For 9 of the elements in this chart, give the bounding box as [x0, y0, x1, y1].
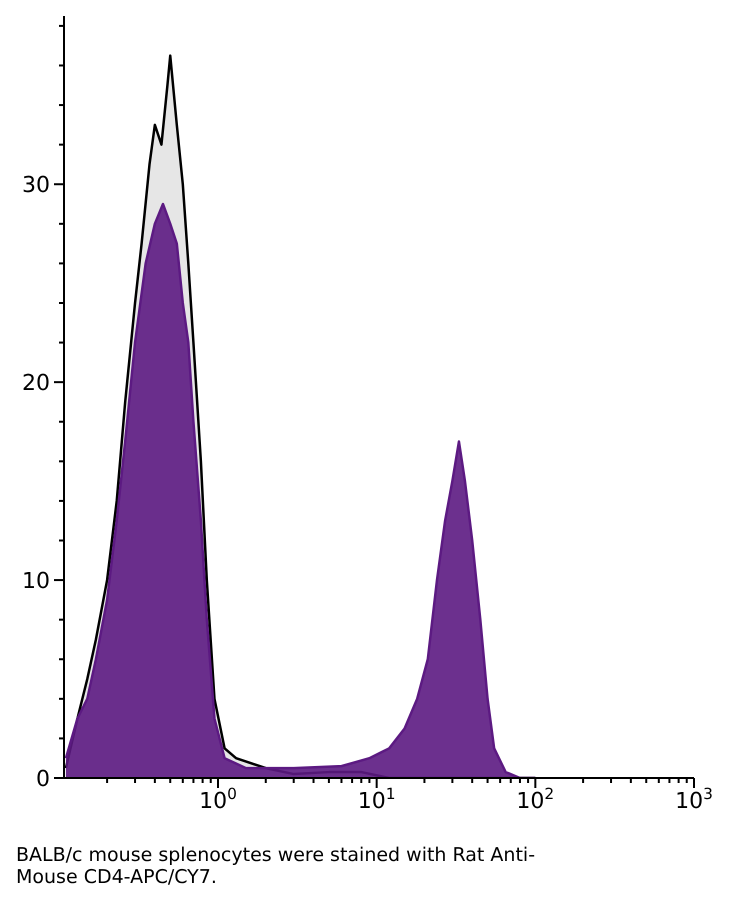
y-tick-label: 10 [22, 569, 50, 594]
y-tick-label: 0 [36, 767, 50, 792]
x-tick-label: 10$^{0}$ [199, 785, 237, 814]
x-tick-label: 10$^{2}$ [516, 785, 554, 814]
x-tick-label: 10$^{1}$ [358, 785, 396, 814]
text: BALB/c mouse splenocytes were stained with Rat Anti-Mouse CD4-APC/CY7. [16, 844, 536, 888]
y-tick-label: 20 [22, 371, 50, 396]
x-tick-label: 10$^{3}$ [675, 785, 713, 814]
y-tick-label: 30 [22, 173, 50, 198]
